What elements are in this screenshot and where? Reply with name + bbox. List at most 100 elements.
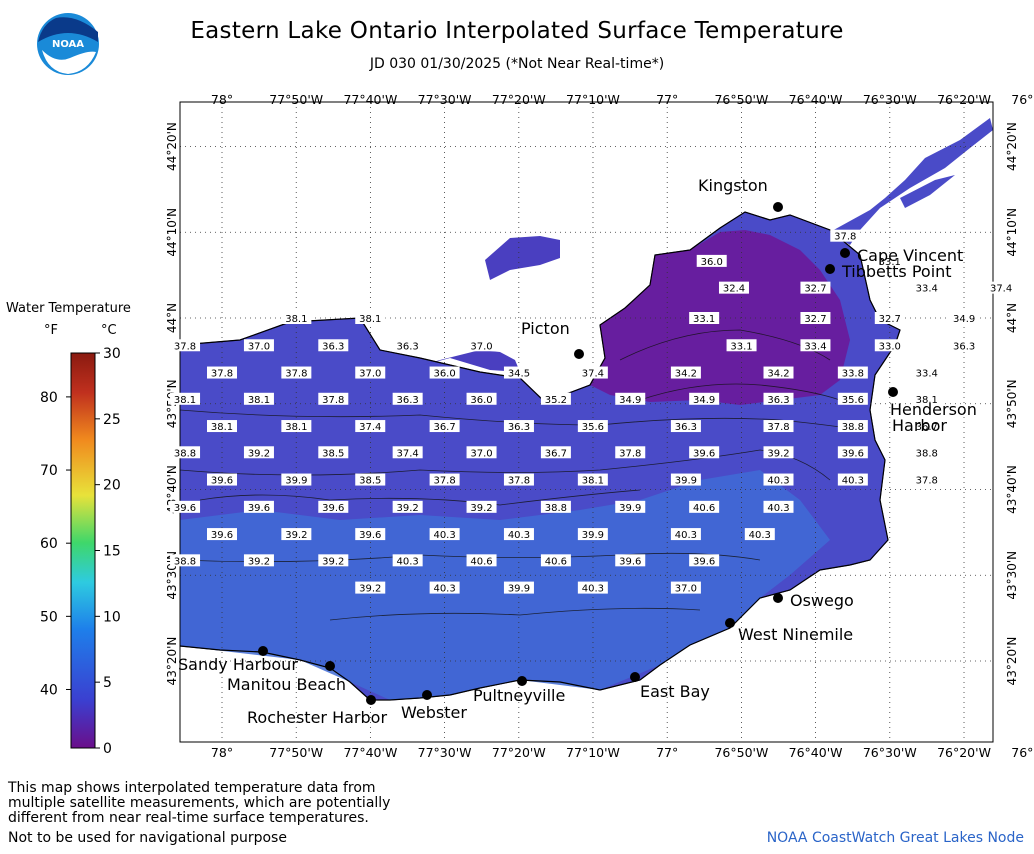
temperature-map: 78° 78° 77°50'W 77°50'W 77°40'W 77°40'W 77°30'… xyxy=(165,92,1034,760)
temperature-label-value: 39.2 xyxy=(470,503,492,514)
temperature-label-box xyxy=(392,446,423,459)
temperature-label-value: 38.1 xyxy=(359,314,381,325)
temperature-label-box xyxy=(949,312,980,324)
temperature-label-value: 37.4 xyxy=(990,284,1012,295)
temperature-label: 36.3 xyxy=(392,339,423,352)
temperature-label-box xyxy=(689,500,720,513)
legend-c-tick-label: 15 xyxy=(103,544,121,560)
place-name: Webster xyxy=(401,703,467,722)
lon-label-top: 76°30'W xyxy=(863,92,917,107)
temperature-label: 36.3 xyxy=(670,420,701,433)
lon-label-bottom: 77°30'W xyxy=(418,745,472,760)
temperature-label-value: 37.0 xyxy=(470,448,492,459)
temperature-label-value: 38.1 xyxy=(916,395,938,406)
temperature-label-box xyxy=(911,392,942,405)
place-dot-icon xyxy=(517,676,527,686)
temperature-label-value: 38.1 xyxy=(174,395,196,406)
noaa-logo: NOAA xyxy=(37,13,99,75)
temperature-label-value: 33.8 xyxy=(842,369,864,380)
temperature-label: 37.8 xyxy=(429,473,460,487)
temperature-label-value: 37.8 xyxy=(767,422,789,433)
temperature-label-box xyxy=(355,581,386,594)
temperature-label-value: 38.8 xyxy=(174,556,196,567)
temperature-label-box xyxy=(392,500,423,513)
temperature-label: 40.3 xyxy=(503,528,534,541)
temperature-label-value: 39.2 xyxy=(285,530,307,541)
temperature-label-value: 37.4 xyxy=(397,448,419,459)
temperature-label: 39.6 xyxy=(615,554,646,567)
temperature-labels: 36.736.338.737.836.033.132.432.733.437.4… xyxy=(170,229,1017,595)
lon-label-top: 77°20'W xyxy=(492,92,546,107)
temperature-label-value: 40.6 xyxy=(693,503,715,514)
footer-note: This map shows interpolated temperature … xyxy=(8,780,391,826)
temperature-label-box xyxy=(911,281,942,294)
temperature-label: 36.0 xyxy=(466,392,497,406)
temperature-label-box xyxy=(170,554,201,567)
legend-f-tick-label: 50 xyxy=(40,609,58,625)
temperature-label-box xyxy=(170,392,201,405)
temperature-label: 39.6 xyxy=(689,446,720,459)
place-marker: West Ninemile xyxy=(725,618,853,644)
temperature-label: 36.7 xyxy=(540,446,571,459)
temperature-label-box xyxy=(281,528,312,541)
legend-c-tick-label: 0 xyxy=(103,741,112,757)
place-name: Oswego xyxy=(790,591,854,610)
place-name: East Bay xyxy=(640,682,710,701)
temperature-label: 39.9 xyxy=(503,581,534,595)
lon-label-bottom: 77°50'W xyxy=(269,745,323,760)
temperature-label-value: 32.7 xyxy=(804,314,826,325)
lat-label-left: 43°20'N xyxy=(165,637,179,686)
temperature-label-value: 36.7 xyxy=(433,422,455,433)
temperature-label-value: 39.9 xyxy=(582,530,604,541)
temperature-label-value: 38.8 xyxy=(545,503,567,514)
temperature-label-box xyxy=(689,446,720,459)
temperature-label-box xyxy=(689,392,720,405)
temperature-label: 38.1 xyxy=(281,312,312,325)
temperature-label-box xyxy=(763,473,794,486)
temperature-label-box xyxy=(670,528,701,541)
temperature-label-value: 36.3 xyxy=(767,395,789,406)
lon-label-bottom: 76°50'W xyxy=(714,745,768,760)
temperature-label: 33.4 xyxy=(911,366,942,380)
temperature-label-value: 39.6 xyxy=(619,556,641,567)
legend-f-tick-label: 60 xyxy=(40,536,58,552)
temperature-label-box xyxy=(429,366,460,379)
temperature-label-value: 34.2 xyxy=(767,369,789,380)
temperature-label-box xyxy=(911,420,942,433)
temperature-label-box xyxy=(615,392,646,405)
temperature-label-box xyxy=(837,392,868,405)
temperature-label-box xyxy=(503,420,534,433)
temperature-label-box xyxy=(800,281,831,294)
temperature-label-box xyxy=(429,581,460,594)
temperature-label-box xyxy=(763,392,794,405)
temperature-label-value: 39.9 xyxy=(508,584,530,595)
temperature-label: 34.2 xyxy=(670,366,701,380)
legend-c-tick-label: 20 xyxy=(103,478,121,494)
temperature-label-box xyxy=(911,473,942,486)
temperature-label: 33.1 xyxy=(689,312,720,325)
temperature-label-box xyxy=(429,420,460,433)
temperature-label-box xyxy=(615,500,646,513)
temperature-label: 32.7 xyxy=(800,312,831,325)
temperature-label-box xyxy=(577,473,608,486)
temperature-label: 38.1 xyxy=(170,392,201,406)
temperature-label-value: 37.8 xyxy=(285,369,307,380)
lake-cold-zone xyxy=(590,230,850,405)
temperature-label-box xyxy=(318,500,349,513)
temperature-label-value: 39.6 xyxy=(842,448,864,459)
temperature-label: 40.3 xyxy=(429,581,460,595)
temperature-label-value: 35.6 xyxy=(842,395,864,406)
temperature-label-box xyxy=(243,392,274,405)
legend-c-tick-label: 10 xyxy=(103,609,121,625)
temperature-label-value: 39.2 xyxy=(248,556,270,567)
temperature-label-value: 40.3 xyxy=(582,584,604,595)
temperature-label: 34.9 xyxy=(949,312,980,325)
temperature-label-box xyxy=(837,366,868,379)
lon-label-bottom: 76°40'W xyxy=(789,745,843,760)
temperature-label: 40.3 xyxy=(744,528,775,541)
temperature-label-value: 38.1 xyxy=(248,395,270,406)
temperature-label-value: 36.3 xyxy=(397,341,419,352)
temperature-label: 37.8 xyxy=(281,366,312,380)
st-lawrence-water xyxy=(830,118,993,245)
